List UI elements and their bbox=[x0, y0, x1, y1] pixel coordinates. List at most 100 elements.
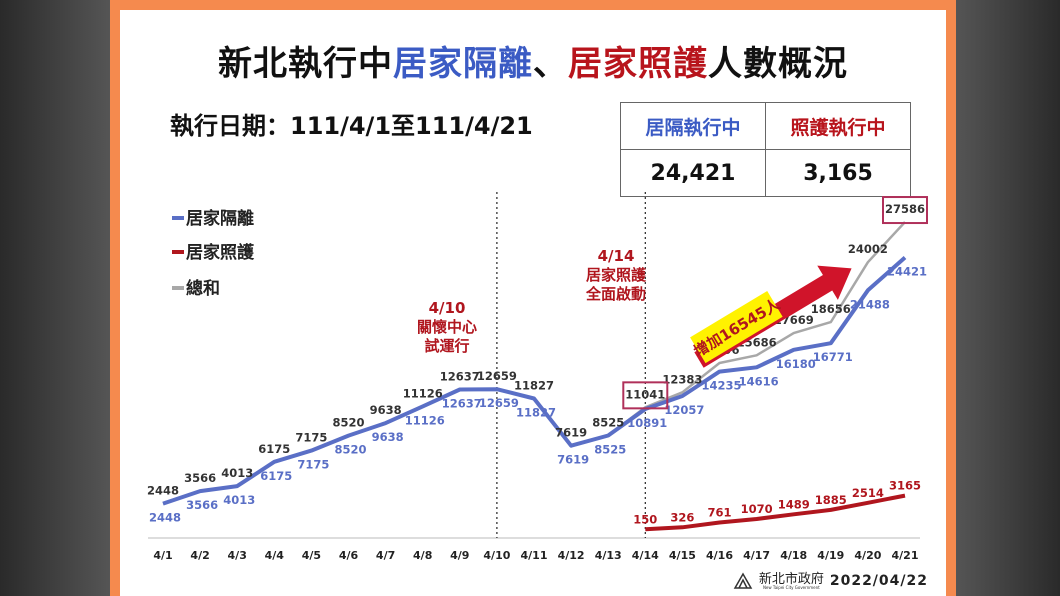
government-logo: 新北市政府 New Taipei City Government bbox=[759, 573, 824, 590]
x-tick-label: 4/11 bbox=[521, 549, 548, 562]
x-tick-label: 4/5 bbox=[302, 549, 321, 562]
data-label-total: 24002 bbox=[848, 242, 888, 256]
x-tick-label: 4/14 bbox=[632, 549, 659, 562]
data-label-quarantine: 7175 bbox=[297, 458, 329, 472]
title-care: 居家照護 bbox=[568, 44, 708, 84]
data-label-care: 1070 bbox=[741, 502, 773, 516]
annotation-apr10-date: 4/10 bbox=[429, 299, 466, 317]
data-label-total: 12659 bbox=[477, 369, 517, 383]
data-label-total: 11041 bbox=[625, 387, 665, 401]
data-label-total: 2448 bbox=[147, 484, 179, 498]
data-label-total: 7619 bbox=[555, 426, 587, 440]
data-label-total: 8525 bbox=[592, 416, 624, 430]
x-tick-label: 4/1 bbox=[153, 549, 172, 562]
data-label-quarantine: 21488 bbox=[850, 297, 890, 311]
data-label-total: 4013 bbox=[221, 466, 253, 480]
line-chart: 4/1 4/2 4/3 4/4 4/5 4/6 4/7 4/8 4/9 4/10 4/11 4/12 4… bbox=[147, 192, 928, 562]
data-label-total: 8520 bbox=[332, 416, 364, 430]
data-label-quarantine: 8520 bbox=[334, 443, 366, 457]
data-label-quarantine: 3566 bbox=[186, 498, 218, 512]
data-label-care: 326 bbox=[670, 510, 694, 524]
data-label-quarantine: 6175 bbox=[260, 469, 292, 483]
data-label-quarantine: 24421 bbox=[887, 264, 927, 278]
x-tick-label: 4/19 bbox=[817, 549, 844, 562]
data-label-quarantine: 11126 bbox=[405, 413, 445, 427]
legend-label-quarantine: 居家隔離 bbox=[186, 208, 254, 229]
care-label: 照護執行中 bbox=[765, 102, 911, 150]
date-range: 執行日期：111/4/1至111/4/21 bbox=[170, 112, 533, 140]
data-label-care: 761 bbox=[707, 505, 731, 519]
data-label-quarantine: 16771 bbox=[813, 350, 853, 364]
page-title: 新北執行中居家隔離、居家照護人數概況 bbox=[120, 36, 946, 85]
footer-date: 2022/04/22 bbox=[829, 573, 928, 589]
logo-sub-text: New Taipei City Government bbox=[762, 584, 820, 590]
legend-label-care: 居家照護 bbox=[186, 242, 255, 263]
x-tick-label: 4/17 bbox=[743, 549, 770, 562]
data-label-total: 11827 bbox=[514, 379, 554, 393]
legend-label-total: 總和 bbox=[186, 278, 220, 299]
series-line-care bbox=[645, 493, 906, 532]
data-label-care: 3165 bbox=[889, 479, 921, 493]
stats-table: 居隔執行中 照護執行中 24,421 3,165 bbox=[620, 102, 911, 197]
annotation-apr14-line1: 居家照護 bbox=[586, 266, 647, 284]
government-logo-icon bbox=[733, 572, 753, 589]
title-quarantine: 居家隔離 bbox=[393, 44, 533, 84]
data-label-quarantine: 12057 bbox=[664, 403, 704, 417]
data-label-total: 7175 bbox=[295, 431, 327, 445]
slide-frame: 新北執行中居家隔離、居家照護人數概況 執行日期：111/4/1至111/4/21… bbox=[110, 0, 956, 596]
data-label-total: 12637 bbox=[440, 369, 480, 383]
data-label-care: 1885 bbox=[815, 493, 847, 507]
data-label-care: 150 bbox=[633, 512, 657, 526]
care-value: 3,165 bbox=[765, 149, 911, 197]
highlight-box bbox=[622, 381, 669, 410]
annotation-apr10-line1: 關懷中心 bbox=[417, 318, 477, 336]
title-part1: 新北執行中 bbox=[218, 44, 393, 84]
data-label-quarantine: 12659 bbox=[479, 396, 519, 410]
highlight-box bbox=[882, 196, 928, 225]
x-tick-label: 4/15 bbox=[669, 549, 696, 562]
x-tick-label: 4/4 bbox=[265, 549, 285, 562]
x-tick-label: 4/2 bbox=[190, 549, 209, 562]
data-label-quarantine: 16180 bbox=[776, 357, 816, 371]
x-tick-label: 4/12 bbox=[558, 549, 585, 562]
data-label-care: 1489 bbox=[778, 497, 810, 511]
footer: 新北市政府 New Taipei City Government 2022/04… bbox=[733, 572, 928, 590]
data-label-quarantine: 2448 bbox=[149, 511, 181, 525]
x-tick-label: 4/18 bbox=[780, 549, 807, 562]
callout-box bbox=[690, 291, 783, 364]
data-label-quarantine: 4013 bbox=[223, 493, 255, 507]
x-tick-label: 4/8 bbox=[413, 549, 432, 562]
data-label-total: 6175 bbox=[258, 442, 290, 456]
annotation-apr10-line2: 試運行 bbox=[424, 337, 469, 355]
data-label-care: 2514 bbox=[852, 486, 884, 500]
logo-main-text: 新北市政府 bbox=[758, 571, 824, 587]
data-label-total: 11126 bbox=[403, 386, 443, 400]
slide: 新北執行中居家隔離、居家照護人數概況 執行日期：111/4/1至111/4/21… bbox=[120, 10, 946, 596]
data-label-quarantine: 14616 bbox=[739, 374, 779, 388]
data-label-quarantine: 14235 bbox=[701, 379, 741, 393]
x-tick-label: 4/20 bbox=[854, 549, 881, 562]
annotation-apr14-line2: 全面啟動 bbox=[585, 285, 646, 303]
data-label-total: 18656 bbox=[811, 302, 851, 316]
data-label-quarantine: 12637 bbox=[442, 396, 482, 410]
quarantine-label: 居隔執行中 bbox=[620, 102, 766, 150]
data-label-quarantine: 10891 bbox=[627, 416, 667, 430]
x-tick-label: 4/3 bbox=[228, 549, 247, 562]
title-part5: 人數概況 bbox=[708, 44, 848, 84]
x-tick-label: 4/6 bbox=[339, 549, 359, 562]
x-tick-label: 4/13 bbox=[595, 549, 622, 562]
data-label-total: 27586 bbox=[885, 202, 925, 216]
x-tick-label: 4/21 bbox=[892, 549, 919, 562]
data-label-quarantine: 7619 bbox=[557, 453, 589, 467]
x-tick-label: 4/9 bbox=[450, 549, 469, 562]
annotation-apr14-date: 4/14 bbox=[598, 247, 635, 265]
data-label-total: 12383 bbox=[662, 372, 702, 386]
data-label-quarantine: 9638 bbox=[372, 430, 404, 444]
left-background bbox=[0, 0, 110, 596]
data-label-total: 3566 bbox=[184, 471, 216, 485]
series-line-quarantine bbox=[162, 256, 907, 506]
right-background bbox=[956, 0, 1060, 596]
data-label-quarantine: 8525 bbox=[594, 443, 626, 457]
data-label-quarantine: 11827 bbox=[516, 406, 556, 420]
title-sep: 、 bbox=[533, 44, 568, 84]
